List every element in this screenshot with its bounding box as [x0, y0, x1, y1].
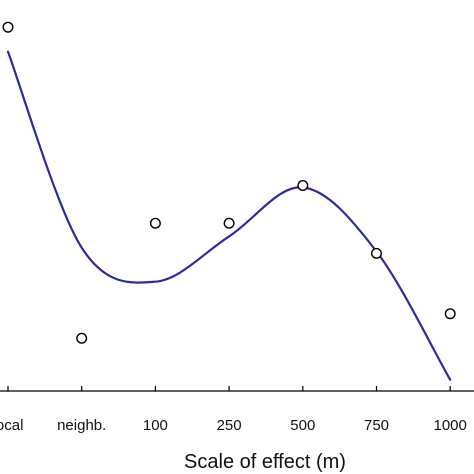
x-axis	[0, 386, 474, 392]
data-point	[371, 247, 383, 259]
data-point	[444, 308, 456, 320]
x-tick-label: neighb.	[57, 417, 106, 434]
data-point	[2, 21, 14, 33]
x-tick-labels: local neighb. 100 250 500 750 1000	[0, 417, 467, 434]
fit-curve-layer	[6, 50, 452, 381]
x-tick-label: 1000	[434, 417, 467, 434]
data-point	[76, 332, 88, 344]
x-tick-label: 250	[217, 417, 242, 434]
data-point	[297, 180, 309, 192]
data-points-layer	[2, 21, 456, 344]
x-tick-label: 750	[364, 417, 389, 434]
data-point	[223, 217, 235, 229]
x-tick-label: 500	[290, 417, 315, 434]
x-tick-label: local	[0, 417, 23, 434]
x-tick-label: 100	[143, 417, 168, 434]
data-point	[149, 217, 161, 229]
fit-curve-line	[6, 50, 452, 381]
x-axis-title: Scale of effect (m)	[184, 451, 346, 473]
